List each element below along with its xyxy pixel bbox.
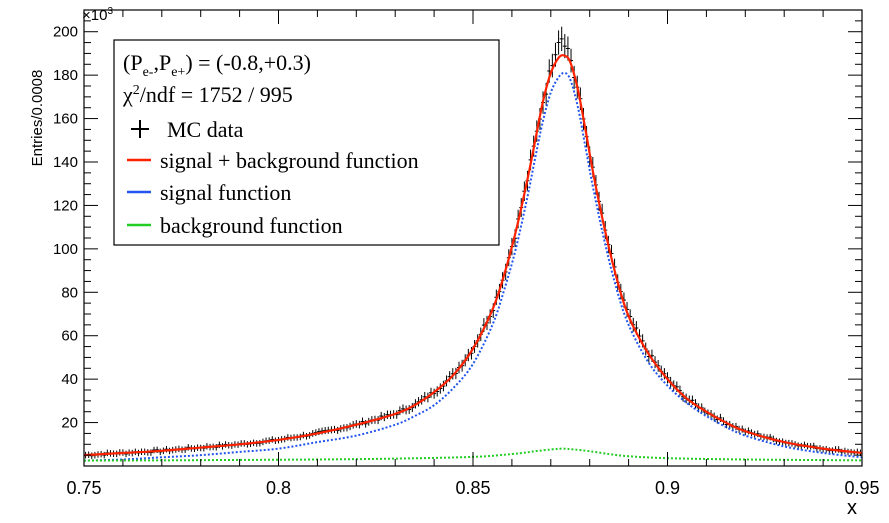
signal-background-curve — [83, 54, 863, 457]
mc-data-point — [559, 26, 564, 52]
legend-entry-signal-background: signal + background function — [127, 148, 419, 173]
y-tick-label: 140 — [53, 154, 78, 171]
x-tick-label: 0.8 — [266, 478, 291, 498]
axes: 0.75 0.8 0.85 0.9 0.95 20 40 60 80 100 120 140 160 18… — [53, 10, 880, 498]
legend-box — [113, 39, 500, 246]
x-tick-label: 0.75 — [66, 478, 101, 498]
legend-label-background: background function — [160, 213, 343, 238]
y-tick-label: 180 — [53, 67, 78, 84]
y-tick-label: 200 — [53, 24, 78, 41]
legend: (Pe-,Pe+) = (-0.8,+0.3) χ2/ndf = 1752 / … — [113, 39, 500, 246]
y-tick-label: 80 — [61, 284, 78, 301]
legend-chi2: χ2/ndf = 1752 / 995 — [122, 82, 293, 107]
x-tick-label: 0.85 — [455, 478, 490, 498]
legend-label-signal: signal function — [160, 180, 291, 205]
y-tick-label: 20 — [61, 415, 78, 432]
legend-label-signal-background: signal + background function — [160, 148, 419, 173]
x-tick-label: 0.95 — [844, 478, 879, 498]
x-tick-label: 0.9 — [655, 478, 680, 498]
background-curve — [83, 447, 863, 462]
x-axis-title: x — [847, 497, 857, 519]
mc-data-point — [556, 30, 561, 55]
y-tick-label: 40 — [61, 371, 78, 388]
y-tick-label: 100 — [53, 241, 78, 258]
mc-data-point — [562, 34, 567, 59]
y-tick-label: 120 — [53, 197, 78, 214]
legend-label-mc: MC data — [167, 117, 244, 142]
y-tick-label: 60 — [61, 328, 78, 345]
legend-marker-mc — [131, 120, 149, 138]
legend-entry-mc: MC data — [131, 117, 244, 142]
y-axis-title: Entries/0.0008 — [29, 70, 46, 167]
signal-curve — [83, 71, 863, 462]
data-layer — [83, 26, 863, 462]
y-scale-factor: ×103 — [82, 6, 113, 24]
legend-entry-background: background function — [127, 213, 343, 238]
y-tick-label: 160 — [53, 111, 78, 128]
legend-entry-signal: signal function — [127, 180, 291, 205]
